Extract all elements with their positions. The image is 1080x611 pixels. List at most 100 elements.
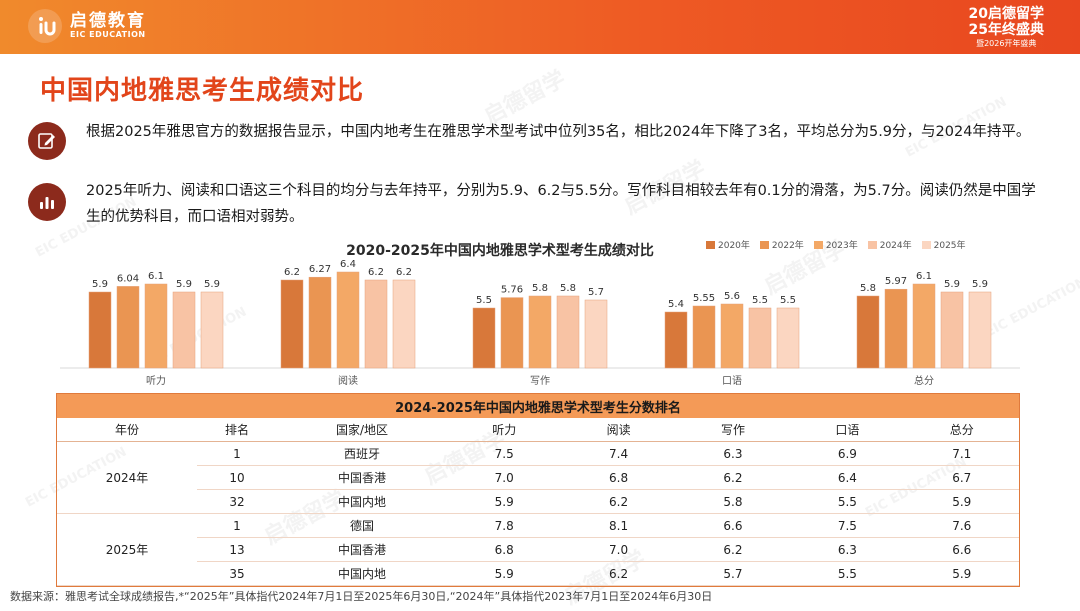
legend-item: 2025年 bbox=[921, 238, 966, 251]
bar bbox=[116, 286, 140, 369]
legend-swatch bbox=[759, 240, 769, 249]
table-header-cell: 听力 bbox=[447, 418, 562, 442]
table-row: 2024年 1 西班牙 7.5 7.4 6.3 6.9 7.1 bbox=[57, 441, 1019, 514]
bar bbox=[88, 291, 112, 369]
table-cell: 8.1 bbox=[561, 513, 676, 538]
bar bbox=[280, 279, 304, 369]
category-label: 总分 bbox=[914, 374, 934, 387]
legend-label: 2025年 bbox=[933, 241, 966, 251]
bar bbox=[856, 295, 880, 369]
table-cell: 7.6 bbox=[904, 513, 1019, 538]
table-cell: 7.0 bbox=[561, 537, 676, 562]
year-cell: 2025年 bbox=[57, 513, 197, 586]
table-cell: 5.9 bbox=[447, 489, 562, 514]
data-label: 5.5 bbox=[476, 295, 492, 306]
bar bbox=[940, 291, 964, 369]
table-header-cell: 口语 bbox=[790, 418, 905, 442]
category-label: 听力 bbox=[146, 374, 166, 387]
brand-name: 启德教育 bbox=[70, 11, 146, 31]
table-cell: 6.6 bbox=[675, 513, 791, 538]
table-cell: 7.1 bbox=[904, 441, 1019, 466]
table-cell: 5.9 bbox=[447, 561, 562, 586]
table-cell: 6.2 bbox=[675, 537, 791, 562]
bar bbox=[748, 307, 772, 369]
data-label: 6.1 bbox=[148, 271, 164, 282]
table-cell: 32 bbox=[197, 489, 277, 514]
table-header-cell: 总分 bbox=[904, 418, 1019, 442]
table-cell: 中国内地 bbox=[277, 489, 447, 514]
data-label: 5.9 bbox=[944, 279, 960, 290]
bar bbox=[556, 295, 580, 369]
bar bbox=[336, 271, 360, 369]
table-cell: 6.7 bbox=[904, 465, 1019, 490]
data-label: 6.1 bbox=[916, 271, 932, 282]
bar bbox=[776, 307, 800, 369]
category-label: 阅读 bbox=[338, 374, 358, 387]
table-row: 13 中国香港 6.8 7.0 6.2 6.3 6.6 bbox=[57, 537, 1019, 562]
page-title: 中国内地雅思考生成绩对比 bbox=[40, 76, 365, 106]
logo-icon bbox=[28, 9, 62, 43]
bar bbox=[500, 297, 524, 369]
table-row: 32 中国内地 5.9 6.2 5.8 5.5 5.9 bbox=[57, 489, 1019, 514]
data-label: 5.4 bbox=[668, 299, 684, 310]
bar bbox=[664, 311, 688, 369]
data-label: 5.6 bbox=[724, 291, 740, 302]
bar bbox=[584, 299, 608, 369]
table-header-cell: 排名 bbox=[197, 418, 277, 442]
ranking-table: 2024-2025年中国内地雅思学术型考生分数排名 年份 排名 国家/地区 听力 阅读写… bbox=[56, 393, 1020, 587]
data-label: 5.8 bbox=[560, 283, 576, 294]
data-label: 6.4 bbox=[340, 259, 356, 270]
table-cell: 6.3 bbox=[675, 441, 791, 466]
bar bbox=[884, 288, 908, 369]
data-label: 5.8 bbox=[860, 283, 876, 294]
data-label: 5.9 bbox=[204, 279, 220, 290]
table-cell: 6.3 bbox=[790, 537, 905, 562]
legend-item: 2020年 bbox=[706, 238, 750, 251]
legend-swatch bbox=[813, 240, 823, 249]
legend-label: 2020年 bbox=[718, 241, 750, 251]
bar bbox=[968, 291, 992, 369]
bar bbox=[172, 291, 196, 369]
data-label: 5.7 bbox=[588, 287, 604, 298]
data-label: 5.8 bbox=[532, 283, 548, 294]
table-row: 35 中国内地 5.9 6.2 5.7 5.5 5.9 bbox=[57, 561, 1019, 586]
table-cell: 6.9 bbox=[790, 441, 905, 466]
table-cell: 10 bbox=[197, 465, 277, 490]
table-cell: 5.9 bbox=[904, 489, 1019, 514]
data-label: 5.9 bbox=[92, 279, 108, 290]
table-cell: 5.7 bbox=[675, 561, 791, 586]
data-label: 5.76 bbox=[501, 285, 523, 296]
table-cell: 6.4 bbox=[790, 465, 905, 490]
chart-title: 2020-2025年中国内地雅思学术型考生成绩对比 bbox=[346, 243, 654, 259]
summary-paragraph-2: 2025年听力、阅读和口语这三个科目的均分与去年持平，分别为5.9、6.2与5.… bbox=[86, 183, 1036, 225]
event-line-1: 20启德留学 bbox=[968, 6, 1044, 22]
legend-item: 2024年 bbox=[867, 238, 912, 251]
bar bbox=[912, 283, 936, 369]
table-title: 2024-2025年中国内地雅思学术型考生分数排名 bbox=[57, 394, 1019, 418]
legend-swatch bbox=[921, 240, 931, 249]
bar bbox=[528, 295, 552, 369]
bar bbox=[364, 279, 388, 369]
legend-item: 2022年 bbox=[759, 238, 804, 251]
table-header-cell: 国家/地区 bbox=[277, 418, 447, 442]
table-cell: 7.5 bbox=[790, 513, 905, 538]
data-label: 5.5 bbox=[752, 295, 768, 306]
summary-paragraph-1: 根据2025年雅思官方的数据报告显示，中国内地考生在雅思学术型考试中位列35名，… bbox=[86, 124, 1031, 140]
table-header-cell: 年份 bbox=[57, 418, 197, 442]
year-cell: 2024年 bbox=[57, 441, 197, 514]
table-cell: 中国香港 bbox=[277, 537, 447, 562]
table-cell: 西班牙 bbox=[277, 441, 447, 466]
brand-logo[interactable]: 启德教育 EIC EDUCATION bbox=[28, 9, 146, 43]
bar bbox=[144, 283, 168, 369]
header-bar: 启德教育 EIC EDUCATION 20启德留学 25年终盛典 暨2026开年… bbox=[0, 0, 1080, 54]
event-line-2: 25年终盛典 bbox=[968, 22, 1044, 38]
data-label: 5.97 bbox=[885, 276, 907, 287]
bar bbox=[720, 303, 744, 369]
data-label: 6.2 bbox=[396, 267, 412, 278]
table-cell: 7.8 bbox=[447, 513, 562, 538]
table-cell: 5.9 bbox=[904, 561, 1019, 586]
bar bbox=[308, 276, 332, 369]
table-cell: 6.8 bbox=[561, 465, 676, 490]
table-cell: 6.2 bbox=[561, 489, 676, 514]
